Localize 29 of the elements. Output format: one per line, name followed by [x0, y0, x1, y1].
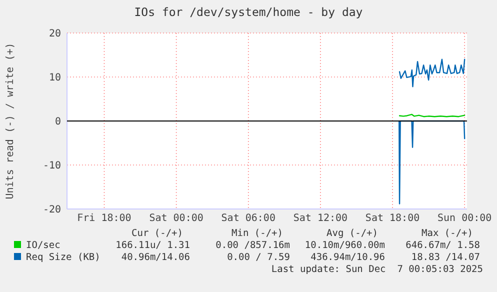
text: 166.11u/ 1.31 [116, 240, 190, 251]
y-tick-label: -10 [42, 160, 61, 172]
text: Last update: Sun Dec 7 00:05:03 2025 [271, 264, 483, 275]
text: 10.10m/960.00m [304, 240, 386, 251]
x-tick-label: Sat 12:00 [293, 213, 348, 224]
text: Min (-/+) [232, 228, 283, 239]
x-tick-label: Sat 00:00 [149, 213, 204, 224]
legend-label: Req Size (KB) [26, 252, 100, 263]
x-tick-label: Sat 06:00 [221, 213, 276, 224]
text: 18.83 /14.07 [411, 252, 480, 263]
y-tick-label: 10 [48, 72, 61, 84]
x-tick-label: Sun 00:00 [438, 213, 492, 224]
y-tick-label: -20 [42, 204, 61, 216]
y-tick-label: 0 [54, 116, 61, 128]
text: 40.96m/14.06 [121, 252, 190, 263]
text: 0.00 /857.16m [216, 240, 290, 251]
text: 436.94m/10.96 [310, 252, 386, 263]
text: 0.00 / 7.59 [227, 252, 290, 263]
chart-title: IOs for /dev/system/home - by day [134, 5, 363, 19]
x-tick-label: Sat 18:00 [365, 213, 420, 224]
text: 646.67m/ 1.58 [406, 240, 480, 251]
text: Max (-/+) [422, 228, 473, 239]
text: Avg (-/+) [326, 228, 378, 239]
y-tick-label: 20 [48, 28, 61, 40]
line-series [398, 58, 466, 88]
legend-label: IO/sec [26, 240, 60, 251]
text: Cur (-/+) [132, 228, 183, 239]
y-axis-title: Units read (-) / write (+) [5, 42, 16, 200]
x-tick-label: Fri 18:00 [77, 213, 132, 224]
